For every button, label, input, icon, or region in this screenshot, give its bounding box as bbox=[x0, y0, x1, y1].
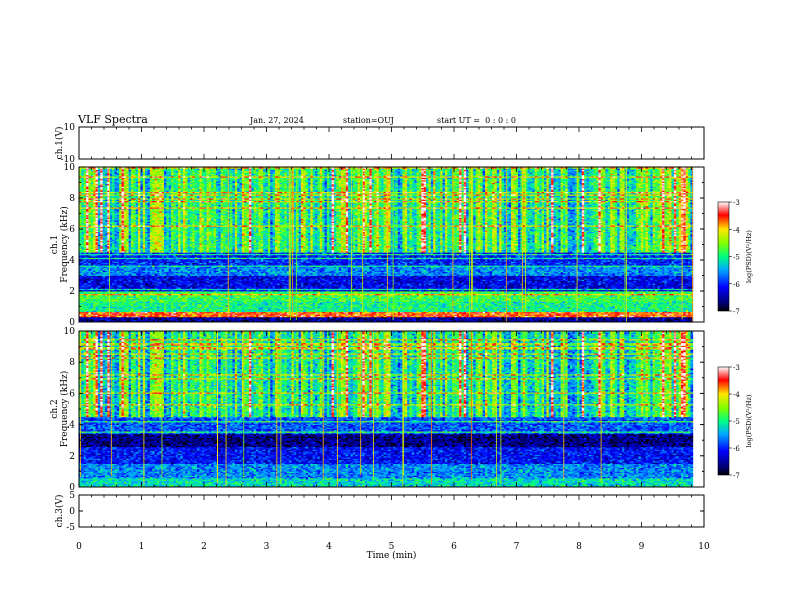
vlf-figure: 10-10ch.1(V)0246810ch.1 Frequency (kHz)-3… bbox=[0, 0, 792, 612]
